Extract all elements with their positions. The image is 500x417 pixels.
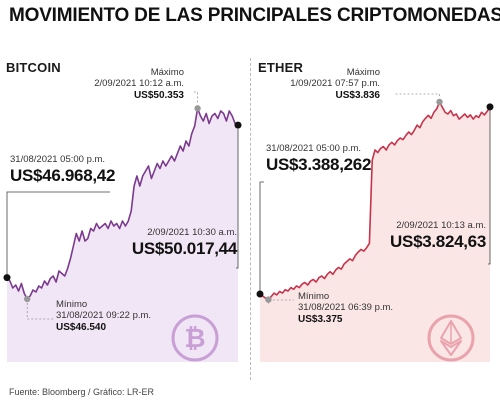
- bitcoin-icon: ₿: [171, 314, 219, 362]
- bitcoin-start-date: 31/08/2021 05:00 p.m.: [10, 154, 106, 165]
- min-point: [24, 295, 31, 303]
- bitcoin-end-value: US$50.017,44: [131, 238, 237, 258]
- start-connector: [259, 181, 264, 294]
- ether-panel: ETHER Máximo 1/09/2021 07:57 p.m. US$3.8…: [254, 56, 498, 382]
- ether-max-date: 1/09/2021 07:57 p.m.: [290, 77, 380, 89]
- ether-chart: [256, 93, 494, 362]
- start-point: [256, 290, 264, 298]
- bitcoin-max-value: US$50.353: [133, 89, 184, 101]
- end-connector: [488, 106, 491, 265]
- bitcoin-max-title: Máximo: [150, 67, 184, 78]
- start-connector: [6, 191, 110, 278]
- ether-min-value: US$3.375: [298, 313, 343, 325]
- bitcoin-start-value: US$46.968,42: [10, 165, 116, 185]
- max-connector: [395, 93, 440, 96]
- bitcoin-end-date: 2/09/2021 10:30 a.m.: [147, 227, 237, 238]
- min-connector: [26, 303, 54, 320]
- bitcoin-chart: [3, 91, 242, 362]
- end-point: [486, 103, 494, 111]
- ether-min-annotation: Mínimo 31/08/2021 06:39 p.m. US$3.375: [298, 291, 394, 325]
- bitcoin-min-date: 31/08/2021 09:22 p.m.: [56, 309, 152, 321]
- max-point: [436, 98, 443, 106]
- bitcoin-end-annotation: 2/09/2021 10:30 a.m. US$50.017,44: [131, 227, 237, 258]
- svg-text:₿: ₿: [184, 324, 205, 354]
- end-point: [234, 121, 242, 129]
- bitcoin-max-date: 2/09/2021 10:12 a.m.: [94, 77, 184, 89]
- series-line: [259, 101, 491, 301]
- ether-min-date: 31/08/2021 06:39 p.m.: [298, 301, 394, 313]
- bitcoin-min-annotation: Mínimo 31/08/2021 09:22 p.m. US$46.540: [56, 299, 152, 333]
- ether-max-title: Máximo: [346, 67, 380, 78]
- ether-max-annotation: Máximo 1/09/2021 07:57 p.m. US$3.836: [290, 67, 380, 101]
- ether-min-title: Mínimo: [298, 291, 330, 302]
- bitcoin-min-title: Mínimo: [56, 299, 88, 310]
- bitcoin-start-annotation: 31/08/2021 05:00 p.m. US$46.968,42: [10, 154, 116, 185]
- ether-label: ETHER: [258, 60, 304, 75]
- bitcoin-panel: BITCOIN Máximo 2/09/2021 10:12 a.m. US$5…: [2, 56, 246, 382]
- series-line: [6, 107, 239, 300]
- ether-end-value: US$3.824,63: [390, 231, 486, 251]
- area-fill: [7, 108, 238, 362]
- ether-icon: [427, 314, 475, 362]
- bitcoin-label: BITCOIN: [6, 60, 61, 75]
- ether-start-date: 31/08/2021 05:00 p.m.: [266, 143, 362, 154]
- ether-end-annotation: 2/09/2021 10:13 a.m. US$3.824,63: [390, 220, 486, 251]
- max-connector: [193, 91, 198, 103]
- min-point: [265, 296, 272, 303]
- panel-divider: [250, 58, 252, 380]
- bitcoin-max-annotation: Máximo 2/09/2021 10:12 a.m. US$50.353: [94, 67, 184, 101]
- area-fill: [260, 102, 490, 362]
- source-note: Fuente: Bloomberg / Gráfico: LR-ER: [9, 387, 155, 397]
- end-connector: [236, 129, 239, 269]
- ether-max-value: US$3.836: [335, 89, 380, 101]
- ether-end-date: 2/09/2021 10:13 a.m.: [396, 220, 486, 231]
- max-point: [194, 105, 201, 112]
- bitcoin-min-value: US$46.540: [56, 321, 107, 333]
- page-title: MOVIMIENTO DE LAS PRINCIPALES CRIPTOMONE…: [9, 5, 500, 26]
- ether-start-value: US$3.388,262: [266, 154, 372, 174]
- start-point: [3, 274, 11, 282]
- ether-start-annotation: 31/08/2021 05:00 p.m. US$3.388,262: [266, 143, 372, 174]
